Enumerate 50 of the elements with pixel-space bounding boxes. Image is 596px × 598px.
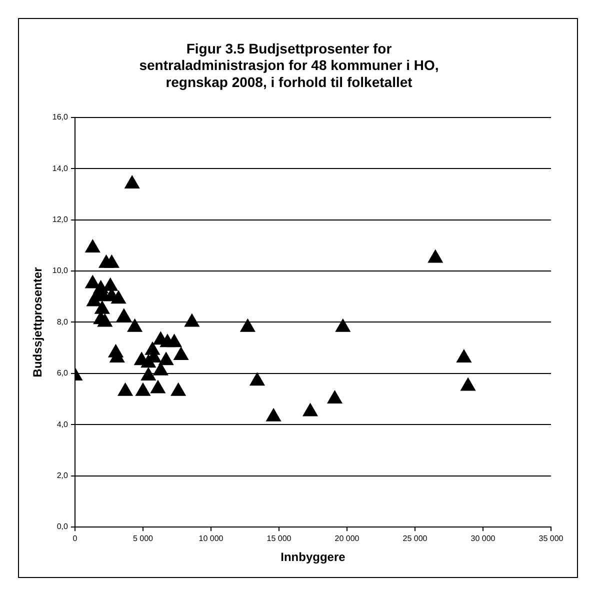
y-tick-label: 10,0 [52,266,69,276]
point [327,390,342,404]
x-tick-label: 10 000 [198,534,224,544]
point [86,293,102,306]
point [250,372,265,386]
point [460,378,476,391]
point [140,354,156,368]
x-axis-title: Innbyggere [280,550,346,564]
point [102,278,118,291]
point [170,382,186,396]
point [124,175,140,188]
point [266,408,281,422]
y-tick-label: 12,0 [52,215,69,224]
point [456,350,472,363]
point [158,352,174,366]
point [140,367,156,380]
point [428,250,443,263]
point [184,314,200,327]
point [85,275,100,288]
point [240,318,256,332]
point [335,318,350,332]
y-tick-label: 0,0 [56,522,69,532]
x-tick-label: 20 000 [334,534,360,544]
y-tick-label: 2,0 [56,471,69,480]
point [94,300,110,314]
point [104,254,120,268]
point [97,314,112,327]
point [127,318,142,332]
x-tick-label: 5 000 [132,534,154,544]
point [160,334,175,348]
y-tick-label: 4,0 [56,420,69,429]
y-tick-label: 8,0 [56,317,69,326]
point [302,403,318,416]
point [116,308,132,322]
point [150,380,166,394]
x-tick-label: 30 000 [470,534,496,544]
point [174,346,188,360]
x-tick-label: 15 000 [266,534,292,544]
x-tick-label: 35 000 [538,534,564,544]
y-axis-title: Budssjettprosenter [30,266,45,378]
point [118,382,133,396]
point [111,290,126,304]
x-tick-label: 25 000 [402,534,428,544]
y-tick-label: 14,0 [52,164,69,173]
y-tick-label: 16,0 [52,112,69,122]
chart-title: Figur 3.5 Budjsettprosenter for sentraladministrasjon for 48 kommuner i HO, regnskap 2008, i forhold til folketallet [139,40,439,90]
point [136,382,150,396]
point [85,239,100,252]
x-tick-label: 0 [72,534,78,544]
y-tick-label: 6,0 [56,368,69,378]
